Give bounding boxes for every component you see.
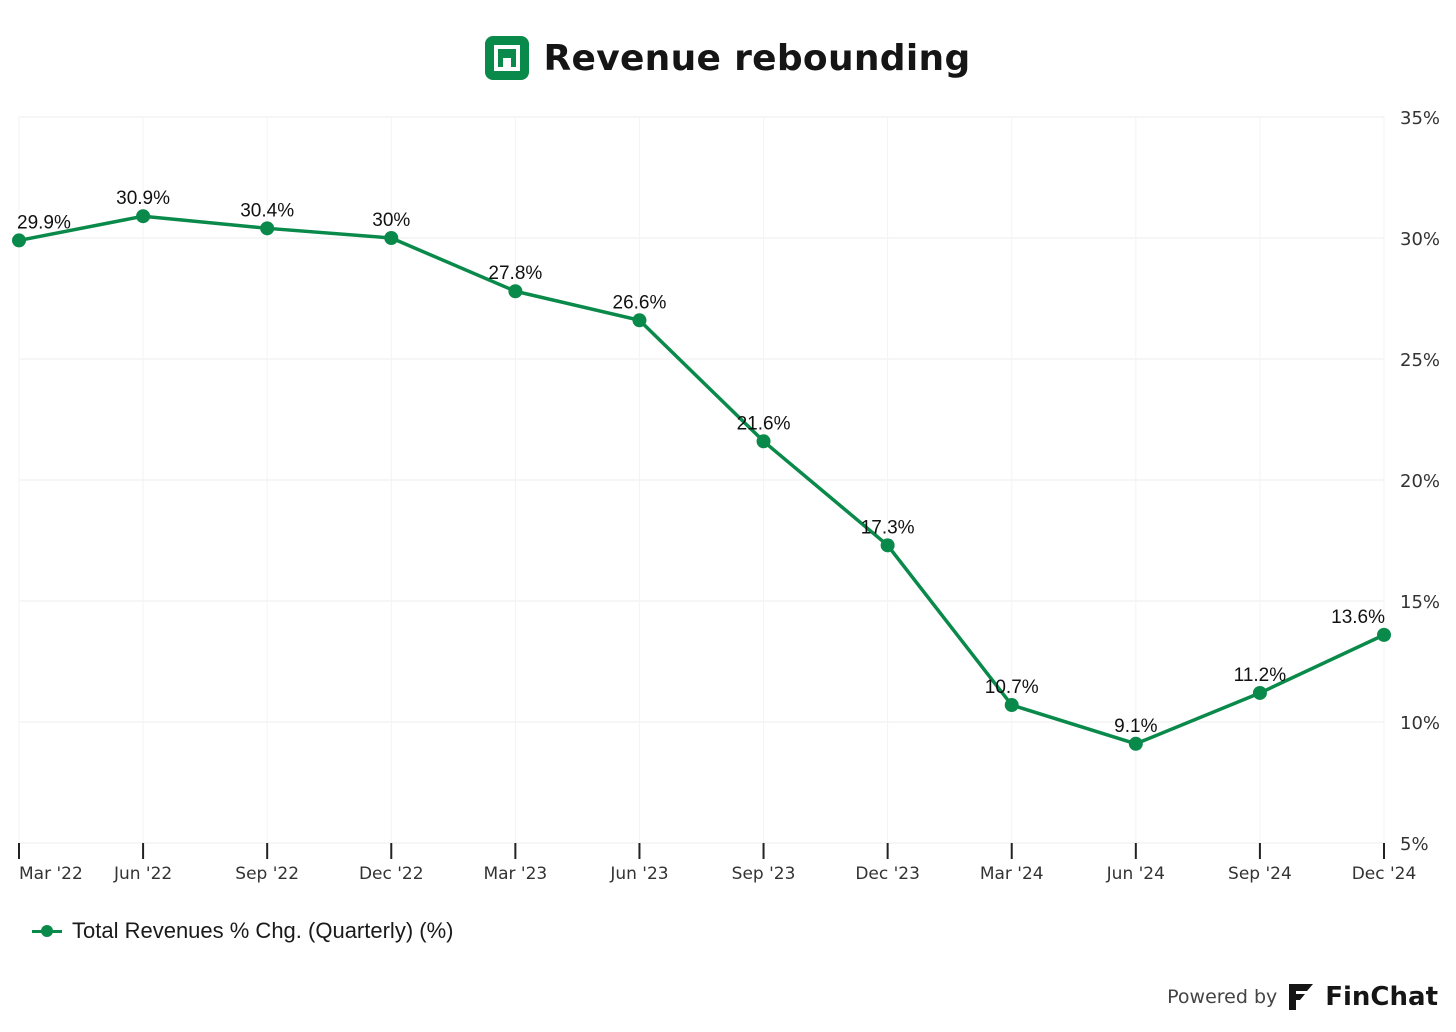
- data-label: 30%: [372, 210, 410, 231]
- x-tick-label: Dec '22: [359, 864, 424, 884]
- series-layer: [12, 209, 1391, 751]
- x-tick-label: Mar '23: [483, 864, 547, 884]
- x-tick-label: Jun '22: [113, 864, 172, 884]
- gridlines: [18, 116, 1385, 844]
- data-label: 30.4%: [240, 200, 294, 221]
- footer: Powered by FinChat: [1167, 982, 1438, 1012]
- x-tick-label: Sep '23: [732, 864, 796, 884]
- x-tick-label: Sep '24: [1228, 864, 1292, 884]
- data-point: [384, 231, 399, 245]
- data-point: [136, 209, 151, 224]
- powered-by-text: Powered by: [1167, 986, 1278, 1008]
- data-label: 27.8%: [488, 263, 542, 284]
- data-point: [632, 313, 647, 328]
- y-tick-label: 35%: [1400, 108, 1440, 129]
- chart-header: Revenue rebounding: [0, 34, 1456, 82]
- data-label: 13.6%: [1331, 607, 1385, 628]
- y-tick-label: 5%: [1400, 834, 1429, 855]
- legend-label: Total Revenues % Chg. (Quarterly) (%): [72, 918, 454, 943]
- data-point: [756, 434, 771, 449]
- y-tick-label: 15%: [1400, 592, 1440, 613]
- y-tick-label: 25%: [1400, 350, 1440, 371]
- y-tick-label: 20%: [1400, 471, 1440, 492]
- data-point: [1377, 627, 1391, 642]
- y-axis-ticks: 35% 30% 25% 20% 15% 10% 5%: [1400, 108, 1440, 855]
- legend-swatch: [32, 923, 62, 939]
- data-point: [12, 233, 26, 248]
- data-point: [508, 284, 523, 299]
- line-chart: 35% 30% 25% 20% 15% 10% 5% Mar '22 Jun '22 Sep '…: [12, 108, 1440, 884]
- data-point: [1128, 736, 1143, 751]
- x-axis: Mar '22 Jun '22 Sep '22 Dec '22 Mar '23 Jun '…: [18, 843, 1417, 884]
- data-labels: 29.9% 30.9% 30.4% 30% 27.8% 26.6% 21.6% 17.3% 10…: [17, 188, 1385, 737]
- x-tick-label: Dec '24: [1352, 864, 1417, 884]
- chart-title: Revenue rebounding: [543, 37, 971, 79]
- x-tick-label: Sep '22: [235, 864, 299, 884]
- data-label: 10.7%: [985, 677, 1039, 698]
- x-tick-label: Mar '24: [980, 864, 1044, 884]
- data-point: [1252, 685, 1267, 700]
- x-tick-label: Mar '22: [19, 864, 83, 884]
- data-label: 30.9%: [116, 188, 170, 209]
- legend[interactable]: Total Revenues % Chg. (Quarterly) (%): [32, 918, 453, 944]
- data-point: [1004, 698, 1019, 713]
- data-label: 17.3%: [861, 517, 915, 538]
- finchat-brand: FinChat: [1325, 982, 1438, 1012]
- data-label: 26.6%: [613, 292, 667, 313]
- data-label: 29.9%: [17, 212, 71, 233]
- data-label: 21.6%: [737, 413, 791, 434]
- data-label: 11.2%: [1234, 665, 1287, 686]
- data-label: 9.1%: [1114, 716, 1157, 737]
- x-tick-label: Jun '24: [1106, 864, 1165, 884]
- y-tick-label: 10%: [1400, 713, 1440, 734]
- finchat-logo-icon: [1287, 982, 1315, 1012]
- data-point: [260, 221, 275, 236]
- x-tick-label: Dec '23: [855, 864, 920, 884]
- x-tick-label: Jun '23: [609, 864, 668, 884]
- data-point: [880, 538, 895, 553]
- series-line: [18, 214, 1385, 746]
- square-logo-icon: [485, 36, 530, 80]
- y-tick-label: 30%: [1400, 229, 1440, 250]
